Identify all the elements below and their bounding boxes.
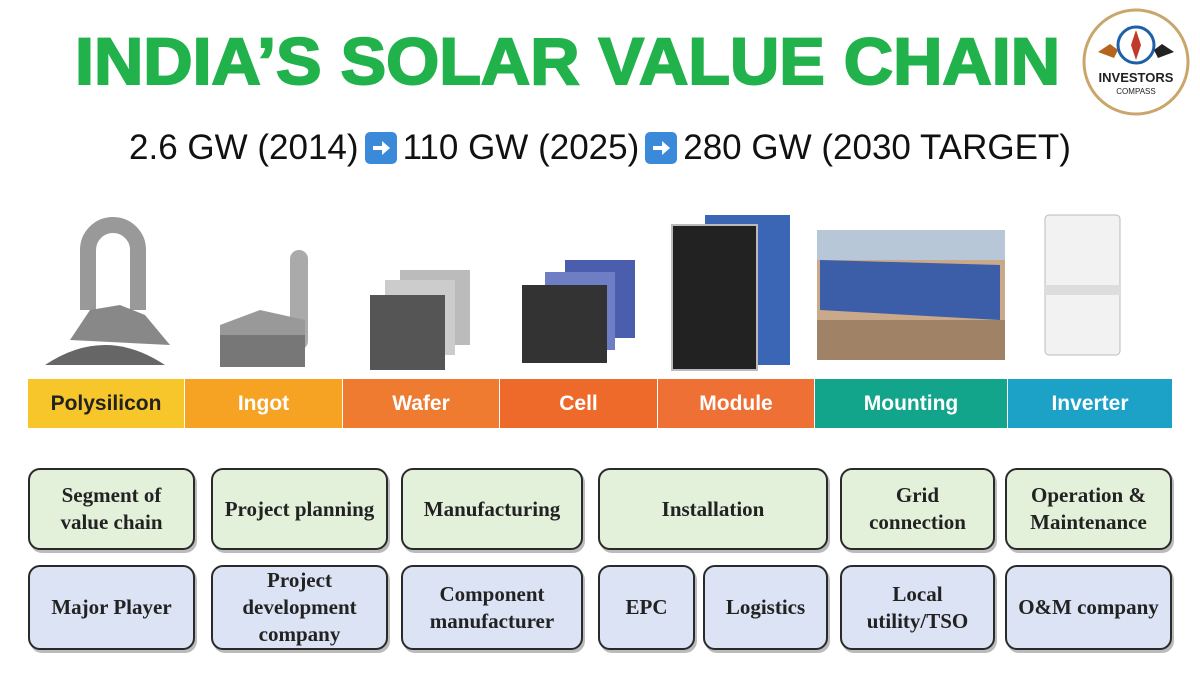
segment-box: Segment of value chain [28, 468, 195, 550]
subtitle: 2.6 GW (2014) 110 GW (2025) 280 GW (2030 T… [0, 128, 1200, 168]
logo: INVESTORS COMPASS [1082, 8, 1190, 116]
stage: Wafer [343, 379, 500, 428]
stage: Mounting [815, 379, 1008, 428]
stage: Ingot [185, 379, 343, 428]
player-box: Logistics [703, 565, 828, 650]
inverter-image [1044, 214, 1121, 356]
player-box: O&M company [1005, 565, 1172, 650]
segment-box: Grid connection [840, 468, 995, 550]
subtitle-step: 110 GW (2025) [402, 128, 640, 167]
polysilicon-image [45, 217, 170, 365]
header: INDIA’S SOLAR VALUE CHAIN INVESTORS COMP… [74, 8, 1190, 116]
subtitle-step: 280 GW (2030 TARGET) [683, 128, 1071, 167]
segment-box: Installation [598, 468, 828, 550]
arrow-icon [364, 132, 397, 164]
segment-box: Operation & Maintenance [1005, 468, 1172, 550]
title: INDIA’S SOLAR VALUE CHAIN [75, 24, 1060, 98]
logo-text: INVESTORS [1099, 70, 1174, 85]
stage: Polysilicon [28, 379, 185, 428]
stage: Inverter [1008, 379, 1173, 428]
illustrations [45, 214, 1121, 371]
player-box: EPC [598, 565, 695, 650]
player-box: Component manufacturer [401, 565, 583, 650]
player-box: Major Player [28, 565, 195, 650]
player-box: Local utility/TSO [840, 565, 995, 650]
logo-text: COMPASS [1116, 87, 1155, 96]
stage: Module [658, 379, 815, 428]
segment-box: Manufacturing [401, 468, 583, 550]
subtitle-step: 2.6 GW (2014) [129, 128, 359, 167]
arrow-icon [645, 132, 678, 164]
mounting-image [817, 230, 1005, 360]
wafer-image [370, 270, 470, 370]
stage: Cell [500, 379, 658, 428]
module-image [671, 215, 790, 371]
player-box: Project development company [211, 565, 388, 650]
cell-image [522, 260, 635, 363]
segment-box: Project planning [211, 468, 388, 550]
ingot-image [220, 250, 308, 367]
